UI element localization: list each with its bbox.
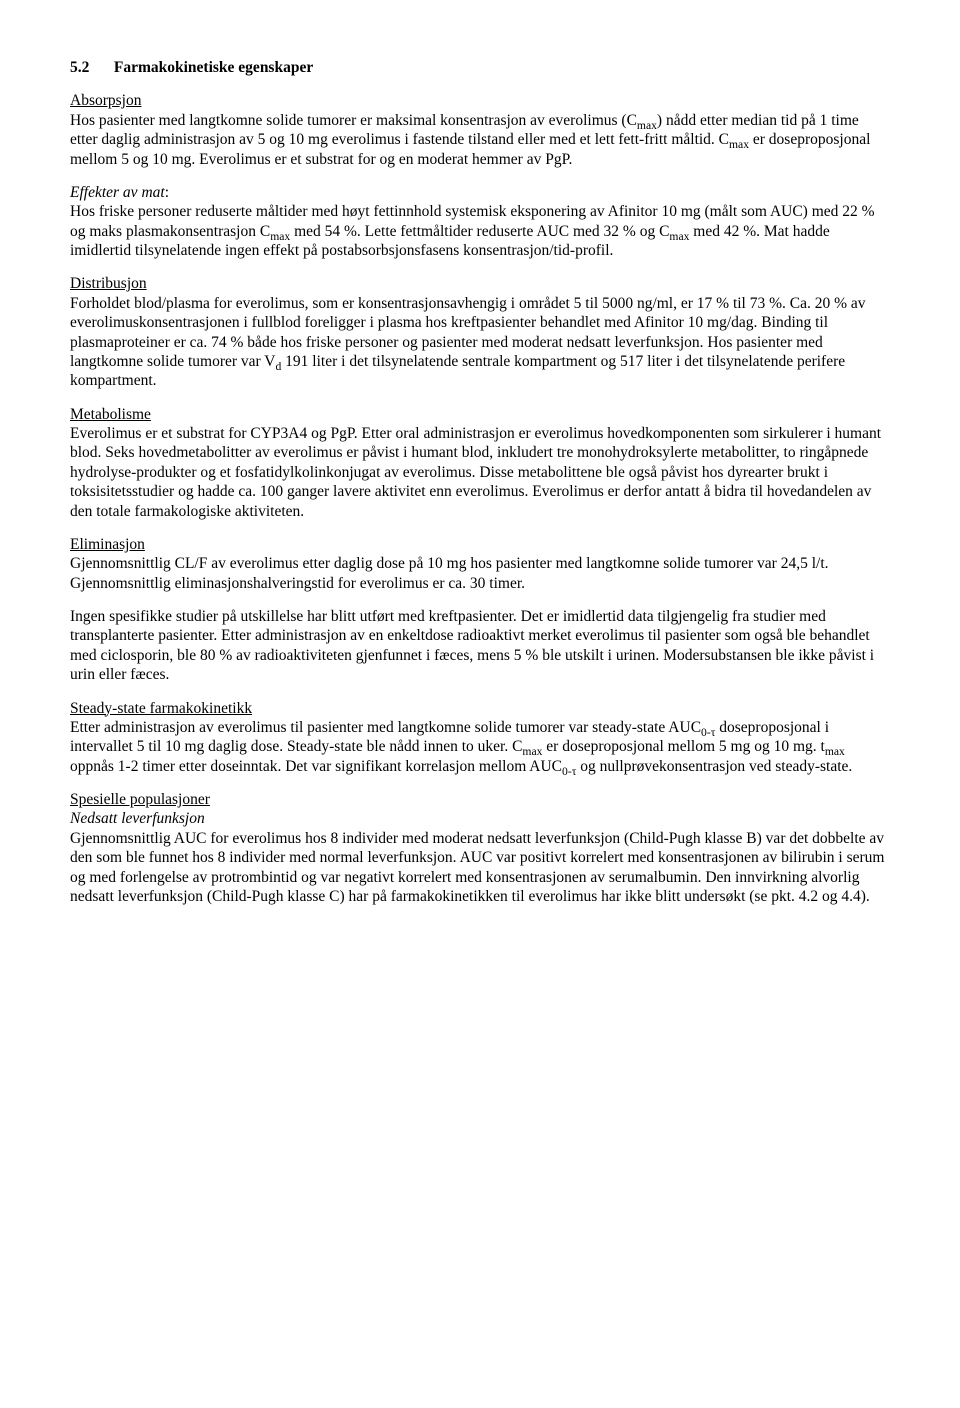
text: Etter administrasjon av everolimus til p…: [70, 719, 701, 736]
sub-0tau: 0-τ: [562, 765, 576, 778]
sub-max: max: [669, 230, 689, 243]
eliminasjon-p1: Gjennomsnittlig CL/F av everolimus etter…: [70, 554, 890, 593]
sub-max: max: [270, 230, 290, 243]
section-title: Farmakokinetiske egenskaper: [114, 59, 313, 76]
eliminasjon-p2: Ingen spesifikke studier på utskillelse …: [70, 607, 890, 685]
text: og nullprøvekonsentrasjon ved steady-sta…: [576, 758, 852, 775]
spesielle-p1: Gjennomsnittlig AUC for everolimus hos 8…: [70, 829, 890, 907]
text: med 54 %. Lette fettmåltider reduserte A…: [290, 223, 669, 240]
metabolisme-p1: Everolimus er et substrat for CYP3A4 og …: [70, 424, 890, 521]
distribusjon-heading: Distribusjon: [70, 274, 890, 293]
sub-max: max: [522, 745, 542, 758]
effekter-av-mat: Effekter av mat: Hos friske personer red…: [70, 183, 890, 261]
eliminasjon-heading: Eliminasjon: [70, 535, 890, 554]
sub-max: max: [729, 138, 749, 151]
steadystate-heading: Steady-state farmakokinetikk: [70, 699, 890, 718]
metabolisme-heading: Metabolisme: [70, 405, 890, 424]
eff-heading: Effekter av mat: [70, 184, 165, 201]
absorpsjon-heading: Absorpsjon: [70, 91, 890, 110]
sub-max: max: [637, 119, 657, 132]
text: oppnås 1-2 timer etter doseinntak. Det v…: [70, 758, 562, 775]
text: er doseproposjonal mellom 5 mg og 10 mg.…: [542, 738, 824, 755]
spesielle-subheading: Nedsatt leverfunksjon: [70, 810, 205, 827]
absorpsjon-p1: Hos pasienter med langtkomne solide tumo…: [70, 111, 890, 169]
section-heading: 5.2 Farmakokinetiske egenskaper: [70, 58, 890, 77]
sub-max: max: [825, 745, 845, 758]
section-number: 5.2: [70, 58, 110, 77]
spesielle-heading: Spesielle populasjoner: [70, 790, 890, 809]
distribusjon-p1: Forholdet blod/plasma for everolimus, so…: [70, 294, 890, 391]
steadystate-p1: Etter administrasjon av everolimus til p…: [70, 718, 890, 776]
text: Hos pasienter med langtkomne solide tumo…: [70, 112, 637, 129]
